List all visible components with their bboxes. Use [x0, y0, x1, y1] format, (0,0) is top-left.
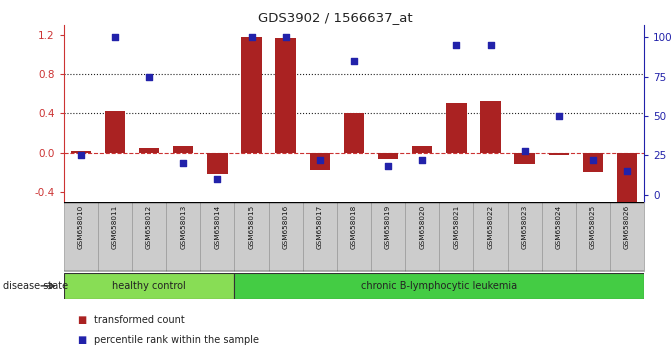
Bar	[405, 202, 440, 271]
Text: GSM658011: GSM658011	[112, 205, 118, 249]
Bar	[507, 202, 541, 271]
Text: GSM658012: GSM658012	[146, 205, 152, 249]
Text: GSM658016: GSM658016	[282, 205, 289, 249]
Bar	[64, 202, 98, 271]
Bar	[132, 202, 166, 271]
Bar	[105, 111, 125, 153]
Point	[280, 35, 291, 40]
Bar	[268, 202, 303, 271]
Text: disease state: disease state	[3, 281, 68, 291]
Point	[75, 153, 86, 158]
Text: GSM658022: GSM658022	[488, 205, 494, 249]
Bar	[378, 153, 399, 160]
Point	[246, 35, 257, 40]
Text: GSM658024: GSM658024	[556, 205, 562, 249]
Text: GSM658017: GSM658017	[317, 205, 323, 249]
Point	[519, 148, 530, 153]
Point	[315, 157, 325, 163]
Point	[417, 157, 427, 163]
Bar	[446, 103, 466, 153]
Bar	[234, 273, 644, 299]
Point	[178, 160, 189, 166]
Bar	[610, 202, 644, 271]
Bar	[582, 153, 603, 172]
Text: GSM658026: GSM658026	[624, 205, 630, 249]
Bar	[474, 202, 507, 271]
Bar	[303, 202, 337, 271]
Point	[588, 157, 599, 163]
Text: GSM658010: GSM658010	[78, 205, 84, 249]
Text: transformed count: transformed count	[94, 315, 185, 325]
Bar	[344, 113, 364, 153]
Point	[109, 35, 120, 40]
Bar	[201, 202, 234, 271]
Text: GSM658023: GSM658023	[521, 205, 527, 249]
Text: GSM658020: GSM658020	[419, 205, 425, 249]
Bar	[515, 153, 535, 164]
Point	[212, 176, 223, 182]
Text: percentile rank within the sample: percentile rank within the sample	[94, 335, 259, 345]
Text: GSM658015: GSM658015	[248, 205, 254, 249]
Bar	[173, 146, 193, 153]
Bar	[480, 102, 501, 153]
Bar	[549, 153, 569, 155]
Bar	[412, 146, 433, 153]
Bar	[309, 153, 330, 170]
Text: chronic B-lymphocytic leukemia: chronic B-lymphocytic leukemia	[361, 281, 517, 291]
Point	[144, 74, 154, 80]
Bar	[70, 151, 91, 153]
Bar	[337, 202, 371, 271]
Text: GDS3902 / 1566637_at: GDS3902 / 1566637_at	[258, 11, 413, 24]
Text: ■: ■	[77, 315, 87, 325]
Text: GSM658014: GSM658014	[214, 205, 220, 249]
Bar	[166, 202, 201, 271]
Point	[382, 164, 393, 169]
Text: GSM658019: GSM658019	[385, 205, 391, 249]
Text: GSM658021: GSM658021	[454, 205, 460, 249]
Bar	[617, 153, 637, 207]
Text: ■: ■	[77, 335, 87, 345]
Bar	[98, 202, 132, 271]
Bar	[64, 273, 234, 299]
Point	[451, 42, 462, 48]
Bar	[440, 202, 474, 271]
Bar	[371, 202, 405, 271]
Text: GSM658013: GSM658013	[180, 205, 187, 249]
Text: GSM658018: GSM658018	[351, 205, 357, 249]
Point	[485, 42, 496, 48]
Point	[554, 113, 564, 119]
Bar	[207, 153, 227, 174]
Bar	[242, 36, 262, 153]
Text: healthy control: healthy control	[112, 281, 186, 291]
Point	[622, 168, 633, 174]
Bar	[234, 202, 268, 271]
Point	[349, 58, 360, 64]
Bar	[541, 202, 576, 271]
Text: GSM658025: GSM658025	[590, 205, 596, 249]
Bar	[576, 202, 610, 271]
Bar	[275, 38, 296, 153]
Bar	[139, 148, 159, 153]
